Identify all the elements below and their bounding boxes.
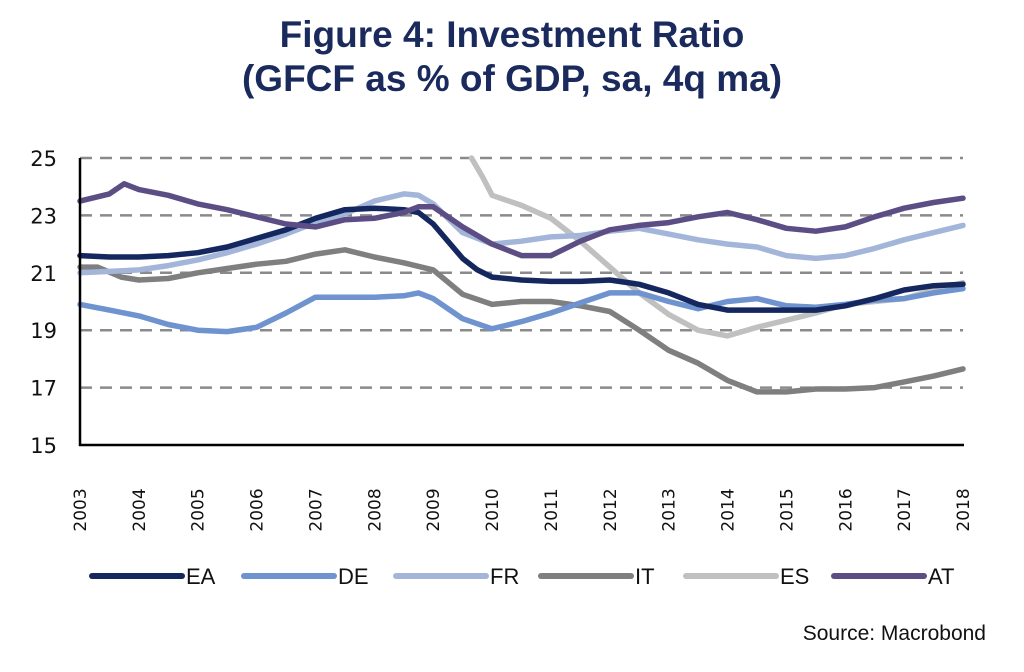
legend-item-at: AT (831, 564, 954, 589)
x-tick-label: 2003 (71, 488, 91, 531)
source-note: Source: Macrobond (802, 622, 986, 645)
series-line-ea (77, 205, 966, 313)
x-tick-label: 2007 (306, 488, 326, 531)
x-tick-label: 2018 (954, 488, 974, 531)
x-tick-label: 2014 (719, 488, 739, 531)
x-tick-label: 2008 (365, 488, 385, 531)
series-line-fr (77, 191, 966, 276)
legend: EA DE FR IT ES AT (89, 564, 954, 589)
x-tick-label: 2009 (424, 488, 444, 531)
series-lines (77, 155, 966, 395)
x-tick-label: 2015 (777, 488, 797, 531)
legend-label: AT (928, 564, 954, 589)
legend-item-de: DE (241, 564, 369, 589)
x-tick-label: 2017 (895, 488, 915, 531)
legend-label: IT (635, 564, 655, 589)
legend-label: ES (780, 564, 809, 589)
y-tick-label: 23 (30, 204, 57, 228)
series-line-de (77, 285, 966, 335)
legend-label: DE (338, 564, 369, 589)
y-tick-label: 15 (30, 434, 57, 458)
x-tick-label: 2012 (601, 488, 621, 531)
legend-label: FR (490, 564, 519, 589)
legend-label: EA (186, 564, 216, 589)
y-tick-label: 21 (30, 262, 57, 286)
x-tick-label: 2006 (248, 488, 268, 531)
y-tick-label: 17 (30, 377, 57, 401)
x-tick-label: 2011 (542, 488, 562, 531)
x-tick-label: 2010 (483, 488, 503, 531)
chart-title: Figure 4: Investment Ratio (279, 14, 745, 55)
legend-item-ea: EA (89, 564, 216, 589)
legend-item-fr: FR (393, 564, 519, 589)
legend-item-es: ES (683, 564, 809, 589)
x-tick-label: 2013 (660, 488, 680, 531)
series-line-at (77, 181, 966, 259)
x-tick-label: 2005 (189, 488, 209, 531)
y-tick-label: 25 (30, 147, 57, 171)
y-tick-label: 19 (30, 319, 57, 343)
chart-subtitle: (GFCF as % of GDP, sa, 4q ma) (241, 58, 783, 99)
y-axis-ticks: 15 17 19 21 23 25 (30, 147, 57, 458)
x-tick-label: 2016 (836, 488, 856, 531)
x-tick-label: 2004 (130, 488, 150, 531)
legend-item-it: IT (538, 564, 655, 589)
x-axis-ticks: 2003 2004 2005 2006 2007 2008 2009 2010 2011 2012… (71, 488, 974, 531)
series-line-it (77, 247, 966, 395)
